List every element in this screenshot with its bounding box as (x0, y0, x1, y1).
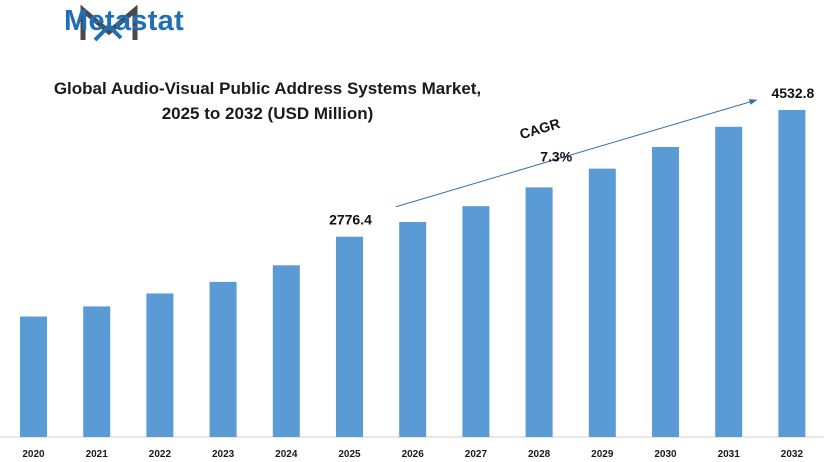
x-tick-2026: 2026 (402, 449, 425, 460)
x-tick-2028: 2028 (528, 449, 551, 460)
x-tick-2024: 2024 (275, 449, 298, 460)
x-tick-2021: 2021 (86, 449, 109, 460)
data-label-2032: 4532.8 (771, 85, 814, 101)
metastat-m-logo-icon (80, 4, 138, 42)
bar-2021 (83, 306, 111, 437)
bar-2032 (778, 110, 806, 437)
x-tick-2032: 2032 (781, 449, 804, 460)
x-tick-2031: 2031 (718, 449, 741, 460)
brand-name: Metastat (64, 5, 185, 37)
bar-2023 (209, 281, 237, 437)
x-tick-2030: 2030 (654, 449, 677, 460)
bar-2031 (715, 126, 743, 438)
chart-title: Global Audio-Visual Public Address Syste… (20, 76, 515, 126)
bar-2024 (272, 265, 300, 437)
data-label-2025: 2776.4 (329, 212, 372, 228)
bar-2027 (462, 206, 490, 437)
x-tick-2023: 2023 (212, 449, 235, 460)
chart-title-line-2: 2025 to 2032 (USD Million) (161, 104, 374, 123)
cagr-value: 7.3% (540, 148, 572, 164)
bar-2026 (399, 222, 427, 437)
x-tick-2025: 2025 (338, 449, 361, 460)
x-tick-2029: 2029 (591, 449, 614, 460)
x-tick-2027: 2027 (465, 449, 488, 460)
cagr-arrow (395, 99, 758, 208)
x-tick-2020: 2020 (22, 449, 45, 460)
bar-2028 (525, 187, 553, 437)
bar-2030 (652, 146, 679, 437)
x-tick-2022: 2022 (149, 449, 172, 460)
bar-2022 (146, 293, 174, 437)
bar-2025 (336, 236, 363, 437)
bar-2020 (20, 316, 47, 437)
cagr-label: CAGR (518, 115, 562, 142)
chart-title-line-1: Global Audio-Visual Public Address Syste… (53, 79, 482, 98)
bar-2029 (588, 168, 616, 437)
